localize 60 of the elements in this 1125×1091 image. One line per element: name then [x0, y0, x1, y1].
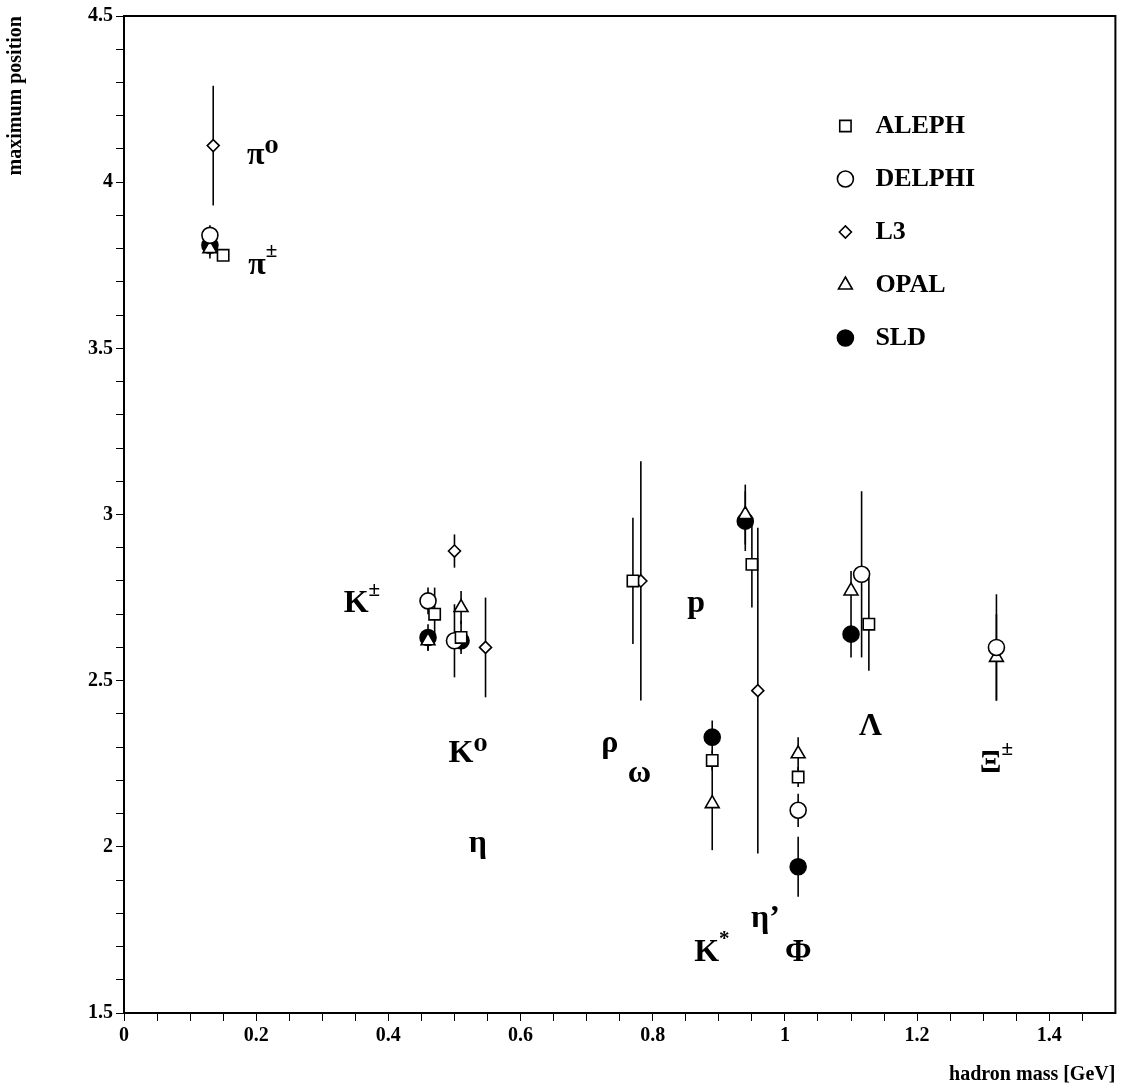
annotation: Φ [784, 932, 812, 969]
x-tick-label: 0 [119, 1023, 129, 1046]
y-tick-label: 1.5 [88, 1000, 113, 1023]
point [862, 617, 876, 631]
x-tick-label: 0.8 [640, 1023, 666, 1046]
x-tick-label: 0.6 [508, 1023, 534, 1046]
x-tick-label: 1.2 [904, 1023, 930, 1046]
point [216, 248, 230, 262]
point [419, 592, 437, 610]
y-tick-label: 3.5 [88, 335, 113, 358]
annotation: p [687, 583, 705, 620]
x-tick-label: 0.4 [375, 1023, 401, 1046]
point [705, 753, 719, 767]
point [987, 638, 1006, 657]
annotation: ρ [601, 723, 619, 760]
annotation: π± [248, 237, 278, 281]
y-tick-label: 4 [103, 169, 113, 192]
legend-label: OPAL [875, 268, 946, 298]
point [745, 557, 759, 571]
point [842, 625, 860, 643]
point [206, 138, 221, 153]
legend-label: ALEPH [875, 109, 965, 139]
point [789, 801, 807, 820]
annotation: Λ [859, 706, 883, 743]
point [478, 640, 493, 655]
x-tick-label: 0.2 [243, 1023, 269, 1046]
annotation: η [468, 822, 488, 859]
y-tick-label: 3 [103, 501, 113, 524]
x-axis-title: hadron mass [GeV] [949, 1062, 1116, 1085]
point [791, 770, 805, 784]
point [454, 631, 468, 644]
annotation: ω [627, 752, 652, 789]
annotation: K* [694, 925, 730, 969]
x-tick-label: 1 [779, 1023, 790, 1046]
point [737, 505, 754, 520]
legend-label: SLD [875, 321, 926, 351]
point [789, 857, 807, 876]
annotation: Ξ± [979, 736, 1014, 780]
point [704, 794, 720, 809]
point [201, 226, 219, 245]
legend-label: DELPHI [875, 162, 976, 192]
annotation: K⁰ [448, 733, 488, 770]
point [852, 565, 871, 584]
point [703, 728, 722, 746]
annotation: π⁰ [247, 134, 279, 171]
y-tick-label: 4.5 [88, 3, 113, 26]
point [626, 574, 640, 588]
point [790, 744, 806, 759]
point [447, 544, 462, 558]
annotation: η’ [751, 897, 780, 934]
annotation: K± [343, 576, 381, 620]
point [453, 598, 469, 613]
point [751, 683, 765, 698]
y-axis-title: maximum position [3, 16, 27, 176]
point [428, 607, 442, 621]
x-tick-label: 1.4 [1036, 1023, 1062, 1046]
y-tick-label: 2 [103, 834, 113, 857]
y-tick-label: 2.5 [88, 667, 113, 690]
legend-label: L3 [875, 215, 906, 245]
point [843, 582, 859, 596]
